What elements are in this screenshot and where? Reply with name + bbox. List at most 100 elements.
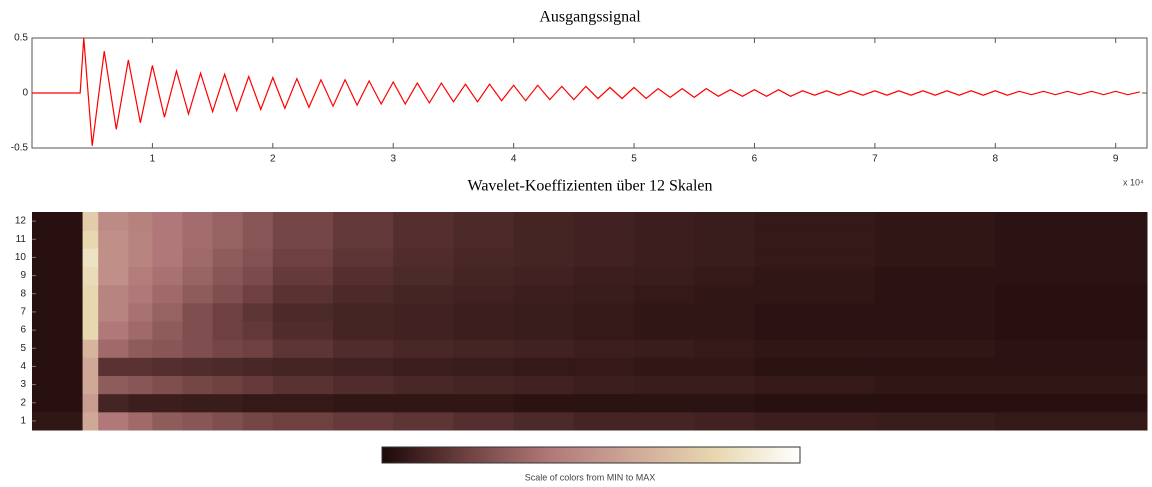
heatmap-cell xyxy=(98,357,129,376)
heatmap-cell xyxy=(212,357,244,376)
heatmap-cell xyxy=(152,339,184,358)
x-tick-label: 1 xyxy=(150,154,156,165)
heatmap-cell xyxy=(453,393,515,413)
signal-line xyxy=(32,37,1140,146)
heatmap-cell xyxy=(128,357,153,376)
heatmap-cell xyxy=(874,375,996,395)
heatmap-cell xyxy=(694,339,755,358)
heatmap-cell xyxy=(754,393,876,413)
heatmap-cell xyxy=(212,375,244,395)
heatmap-cell xyxy=(393,302,454,322)
heatmap-cell xyxy=(453,357,515,376)
heatmap-cell xyxy=(874,212,996,231)
heatmap-cell xyxy=(333,266,394,286)
heatmap-cell xyxy=(694,248,755,267)
heatmap-cell xyxy=(212,339,244,358)
heatmap-cell xyxy=(573,284,635,304)
heatmap-cell xyxy=(995,393,1148,413)
heatmap-cell xyxy=(333,339,394,358)
heatmap-cell xyxy=(152,266,184,286)
heatmap xyxy=(32,212,1148,431)
heatmap-cell xyxy=(272,357,334,376)
heatmap-cell xyxy=(32,248,84,267)
heatmap-cell xyxy=(212,411,244,431)
heatmap-cell xyxy=(242,375,274,395)
y-tick-label: 8 xyxy=(20,288,26,299)
x-tick-label: 2 xyxy=(270,154,276,165)
heatmap-cell xyxy=(694,393,755,413)
heatmap-cell xyxy=(333,230,394,249)
heatmap-cell xyxy=(182,248,214,267)
chart-title: Wavelet-Koeffizienten über 12 Skalen xyxy=(468,178,713,195)
heatmap-cell xyxy=(995,411,1148,431)
y-tick-label: 11 xyxy=(16,234,27,245)
heatmap-cell xyxy=(182,230,214,249)
heatmap-cell xyxy=(182,284,214,304)
heatmap-cell xyxy=(995,248,1148,267)
heatmap-cell xyxy=(573,339,635,358)
heatmap-cell xyxy=(182,375,214,395)
heatmap-cell xyxy=(634,212,695,231)
heatmap-cell xyxy=(82,357,99,376)
heatmap-cell xyxy=(182,321,214,340)
x-tick-label: 4 xyxy=(511,154,517,165)
heatmap-cell xyxy=(32,411,84,431)
heatmap-cell xyxy=(754,411,876,431)
heatmap-cell xyxy=(272,393,334,413)
heatmap-cell xyxy=(242,302,274,322)
heatmap-cell xyxy=(754,375,876,395)
heatmap-cell xyxy=(513,411,575,431)
heatmap-cell xyxy=(152,393,184,413)
heatmap-cell xyxy=(393,357,454,376)
heatmap-cell xyxy=(634,357,695,376)
heatmap-cell xyxy=(634,321,695,340)
heatmap-cell xyxy=(995,230,1148,249)
heatmap-cell xyxy=(754,302,876,322)
y-tick-label: 6 xyxy=(20,325,26,336)
heatmap-cell xyxy=(82,302,99,322)
heatmap-cell xyxy=(242,321,274,340)
heatmap-cell xyxy=(272,212,334,231)
heatmap-cell xyxy=(393,375,454,395)
heatmap-cell xyxy=(272,339,334,358)
heatmap-cell xyxy=(182,212,214,231)
heatmap-cell xyxy=(212,393,244,413)
heatmap-cell xyxy=(152,230,184,249)
heatmap-cell xyxy=(152,302,184,322)
heatmap-cell xyxy=(82,393,99,413)
heatmap-cell xyxy=(573,357,635,376)
heatmap-cell xyxy=(272,266,334,286)
heatmap-cell xyxy=(453,230,515,249)
heatmap-cell xyxy=(995,339,1148,358)
y-tick-label: 9 xyxy=(20,270,26,281)
heatmap-cell xyxy=(634,411,695,431)
heatmap-cell xyxy=(272,284,334,304)
heatmap-cell xyxy=(212,321,244,340)
heatmap-cell xyxy=(242,284,274,304)
y-tick-label: -0.5 xyxy=(11,143,29,154)
heatmap-cell xyxy=(272,375,334,395)
heatmap-cell xyxy=(995,212,1148,231)
heatmap-cell xyxy=(573,266,635,286)
y-tick-label: 7 xyxy=(20,307,26,318)
heatmap-cell xyxy=(754,248,876,267)
heatmap-cell xyxy=(152,357,184,376)
heatmap-cell xyxy=(573,230,635,249)
plot-frame xyxy=(31,37,1148,149)
heatmap-cell xyxy=(333,357,394,376)
heatmap-cell xyxy=(393,321,454,340)
heatmap-cell xyxy=(98,375,129,395)
heatmap-cell xyxy=(995,321,1148,340)
heatmap-cell xyxy=(32,375,84,395)
heatmap-cell xyxy=(453,375,515,395)
x-tick-label: 8 xyxy=(993,154,999,165)
heatmap-cell xyxy=(333,284,394,304)
heatmap-cell xyxy=(98,321,129,340)
y-tick-label: 0.5 xyxy=(14,33,28,44)
heatmap-cell xyxy=(995,284,1148,304)
heatmap-cell xyxy=(212,248,244,267)
heatmap-cell xyxy=(82,411,99,431)
heatmap-cell xyxy=(513,339,575,358)
heatmap-cell xyxy=(573,393,635,413)
heatmap-cell xyxy=(995,357,1148,376)
